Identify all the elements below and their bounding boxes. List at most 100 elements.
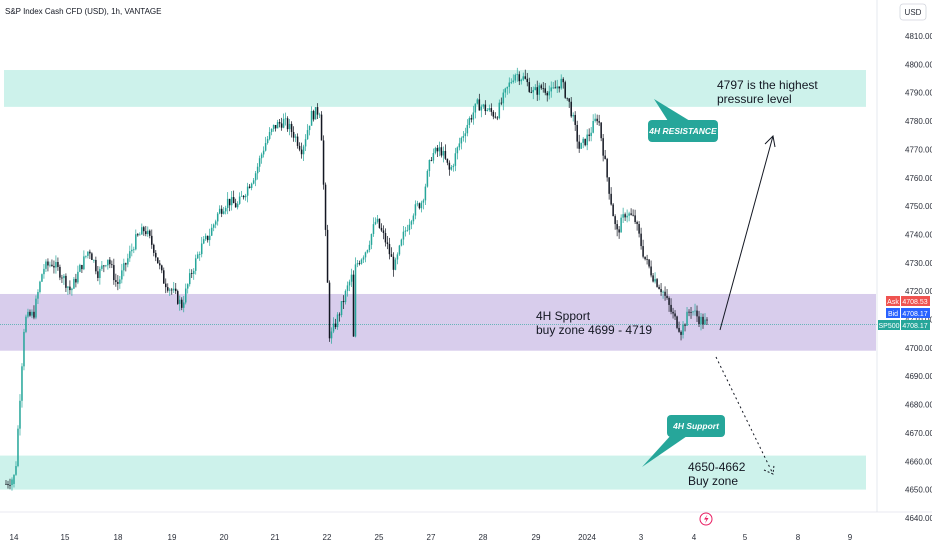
candle-body bbox=[554, 87, 556, 89]
candle-body bbox=[468, 118, 471, 125]
candle-body bbox=[202, 239, 205, 244]
bearish-arrow[interactable] bbox=[715, 356, 774, 475]
candle-body bbox=[408, 224, 411, 231]
lower-buy-zone[interactable] bbox=[0, 455, 866, 490]
candle-body bbox=[514, 74, 517, 81]
candle-body bbox=[236, 203, 239, 208]
candle-body bbox=[452, 165, 455, 168]
candle-body bbox=[174, 288, 177, 292]
candle-body bbox=[224, 207, 227, 212]
candle-body bbox=[87, 251, 89, 256]
candle-body bbox=[346, 285, 349, 291]
price-tick-label: 4680.00 bbox=[905, 401, 932, 410]
candle-body bbox=[123, 263, 125, 271]
support-callout[interactable]: 4H Support bbox=[642, 415, 725, 467]
candle-body bbox=[212, 224, 215, 228]
candle-body bbox=[520, 79, 523, 82]
time-tick-label: 15 bbox=[61, 533, 70, 542]
candle-body bbox=[260, 154, 263, 159]
candle-body bbox=[310, 111, 313, 126]
symbol-header[interactable]: S&P Index Cash CFD (USD), 1h, VANTAGE bbox=[5, 7, 162, 16]
candle-body bbox=[155, 252, 157, 258]
candle-body bbox=[238, 196, 241, 204]
candle-body bbox=[234, 203, 237, 208]
time-tick-label: 22 bbox=[323, 533, 332, 542]
candle-body bbox=[276, 122, 279, 129]
candle-body bbox=[516, 74, 519, 76]
candle-body bbox=[218, 208, 221, 214]
resistance-callout[interactable]: 4H RESISTANCE bbox=[648, 99, 718, 142]
candle-body bbox=[165, 283, 167, 288]
candle-body bbox=[608, 177, 610, 194]
resistance-zone[interactable] bbox=[4, 70, 866, 107]
resistance-callout-box bbox=[648, 120, 718, 142]
candle-body bbox=[232, 197, 235, 204]
candle-body bbox=[119, 279, 121, 284]
candle-body bbox=[290, 123, 293, 132]
candle-body bbox=[59, 266, 61, 278]
candle-body bbox=[620, 217, 622, 233]
candle-body bbox=[109, 259, 111, 265]
candle-body bbox=[536, 87, 539, 95]
candle-body bbox=[196, 254, 199, 259]
candle-body bbox=[370, 234, 373, 245]
candle-body bbox=[145, 231, 147, 235]
candle-body bbox=[682, 324, 684, 335]
candle-body bbox=[578, 141, 580, 149]
candle-body bbox=[626, 215, 628, 218]
candle-body bbox=[11, 479, 13, 486]
candle-body bbox=[398, 245, 401, 255]
candle-body bbox=[97, 271, 99, 278]
candle-body bbox=[696, 310, 698, 317]
candle-body bbox=[392, 256, 395, 270]
candle-body bbox=[230, 197, 233, 206]
candle-body bbox=[244, 195, 247, 198]
currency-button[interactable] bbox=[899, 3, 927, 21]
bullish-arrow[interactable] bbox=[719, 135, 774, 331]
candle-body bbox=[456, 147, 459, 154]
candle-body bbox=[630, 213, 632, 215]
candle-body bbox=[676, 316, 678, 328]
candle-body bbox=[250, 183, 253, 188]
candle-body bbox=[664, 291, 666, 296]
candle-body bbox=[474, 103, 477, 113]
candle-body bbox=[562, 78, 564, 83]
symbol-tag-bg bbox=[878, 320, 900, 330]
time-tick-label: 27 bbox=[427, 533, 436, 542]
candle-body bbox=[434, 147, 437, 154]
candle-body bbox=[542, 88, 544, 90]
economic-event-icon[interactable] bbox=[699, 512, 713, 526]
candle-body bbox=[5, 483, 7, 485]
candle-body bbox=[594, 118, 596, 121]
candle-body bbox=[125, 263, 127, 265]
candle-body bbox=[256, 166, 259, 174]
time-tick-label: 2024 bbox=[578, 533, 596, 542]
time-tick-label: 20 bbox=[220, 533, 229, 542]
price-tick-label: 4690.00 bbox=[905, 372, 932, 381]
candle-body bbox=[288, 123, 291, 130]
price-tick-label: 4720.00 bbox=[905, 287, 932, 296]
candle-body bbox=[552, 87, 554, 89]
time-tick-label: 28 bbox=[479, 533, 488, 542]
candlestick-series bbox=[5, 67, 708, 491]
candle-body bbox=[634, 215, 636, 223]
price-tick-label: 4750.00 bbox=[905, 202, 932, 211]
support-buy-zone[interactable] bbox=[0, 293, 876, 351]
candle-body bbox=[240, 195, 243, 197]
candle-body bbox=[470, 118, 473, 120]
candle-body bbox=[678, 327, 680, 332]
candle-body bbox=[388, 244, 391, 255]
symbol-tag-label: SP500 bbox=[878, 323, 899, 330]
candle-body bbox=[296, 136, 299, 146]
candle-body bbox=[662, 291, 664, 293]
resistance-callout-tail bbox=[654, 99, 690, 121]
currency-label: USD bbox=[905, 8, 922, 17]
candle-body bbox=[163, 270, 165, 284]
candle-body bbox=[510, 81, 513, 83]
candle-body bbox=[33, 311, 35, 318]
candle-body bbox=[668, 297, 670, 305]
candle-body bbox=[614, 216, 616, 225]
candle-body bbox=[41, 274, 43, 282]
candle-body bbox=[19, 400, 21, 429]
